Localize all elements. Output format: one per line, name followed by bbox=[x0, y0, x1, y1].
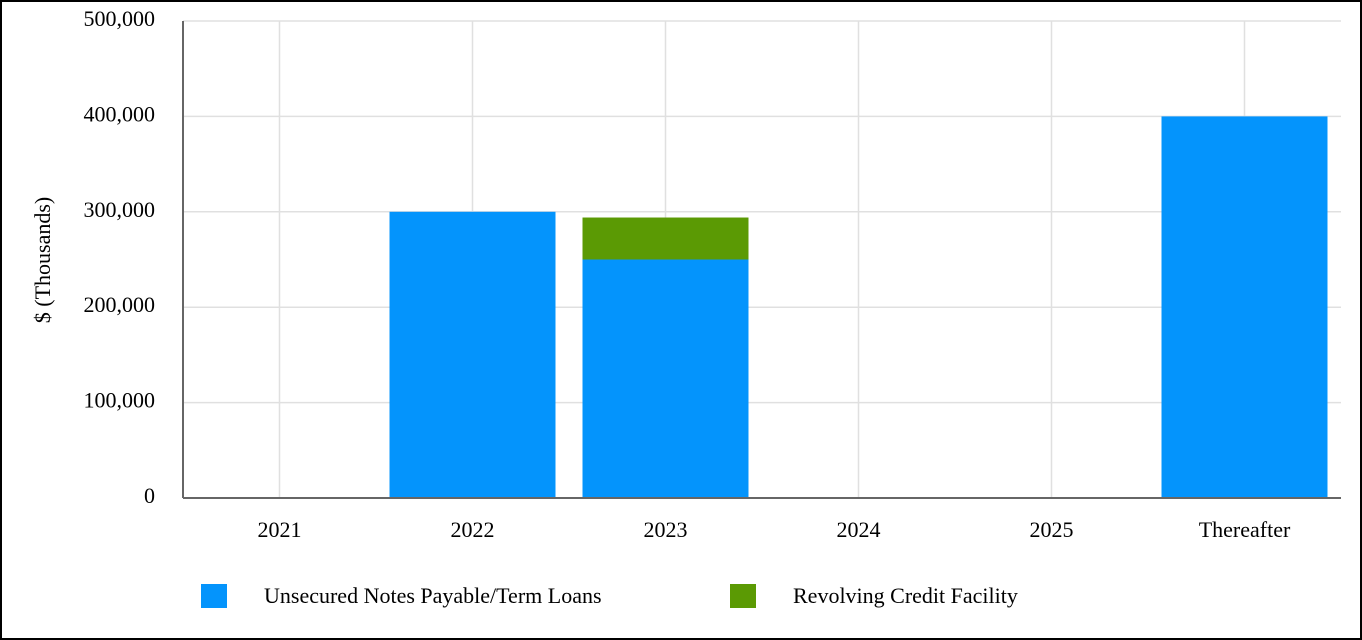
y-tick-label: 0 bbox=[144, 483, 155, 508]
bar-segment bbox=[389, 211, 556, 499]
y-tick-label: 200,000 bbox=[84, 292, 156, 317]
y-tick-label: 100,000 bbox=[84, 388, 156, 413]
x-tick-label: 2021 bbox=[258, 517, 302, 542]
legend-swatch bbox=[201, 584, 227, 608]
legend-label: Unsecured Notes Payable/Term Loans bbox=[264, 583, 602, 608]
legend-swatch bbox=[730, 584, 756, 608]
x-tick-label: 2022 bbox=[451, 517, 495, 542]
legend-label: Revolving Credit Facility bbox=[793, 583, 1018, 608]
x-tick-label: Thereafter bbox=[1199, 517, 1291, 542]
y-tick-label: 400,000 bbox=[84, 101, 156, 126]
bar-segment bbox=[1161, 116, 1328, 499]
y-tick-label: 300,000 bbox=[84, 197, 156, 222]
bar-segment bbox=[582, 217, 749, 260]
x-tick-label: 2025 bbox=[1030, 517, 1074, 542]
x-tick-label: 2023 bbox=[644, 517, 688, 542]
x-tick-label: 2024 bbox=[837, 517, 881, 542]
y-axis-label: $ (Thousands) bbox=[30, 197, 55, 323]
y-tick-label: 500,000 bbox=[84, 6, 156, 31]
bar-segment bbox=[582, 259, 749, 498]
